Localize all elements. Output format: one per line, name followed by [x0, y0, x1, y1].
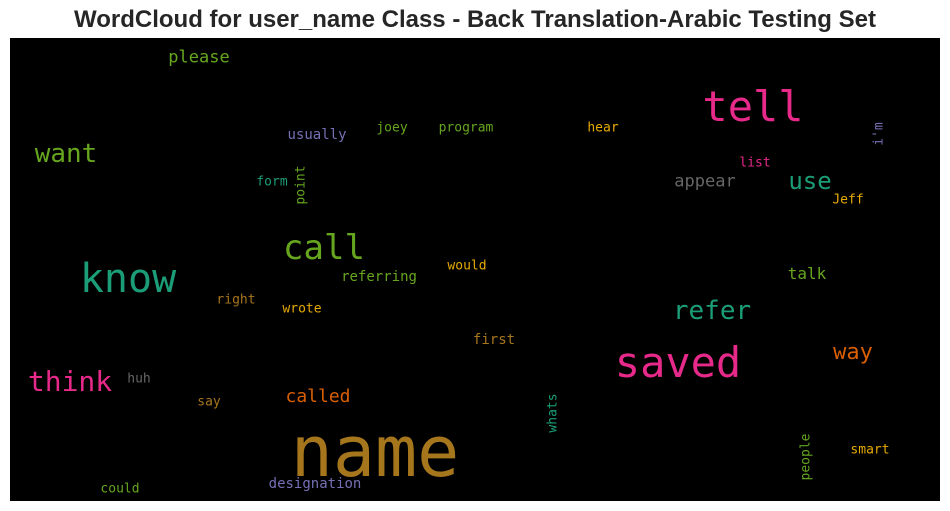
word-people: people [800, 434, 813, 481]
word-think: think [28, 368, 112, 396]
word-called: called [285, 388, 350, 406]
word-form: form [256, 176, 287, 189]
word-joey: joey [376, 122, 407, 135]
word-smart: smart [850, 444, 889, 457]
word-point: point [295, 165, 308, 204]
word-use: use [788, 169, 831, 193]
word-i-m: i'm [873, 122, 886, 145]
word-could: could [100, 483, 139, 496]
word-please: please [168, 50, 229, 67]
word-first: first [473, 333, 515, 347]
word-know: know [80, 259, 176, 299]
word-refer: refer [673, 298, 751, 324]
word-appear: appear [674, 174, 735, 191]
word-right: right [216, 294, 255, 307]
word-cloud: name tell saved know call think want refer use wa… [10, 38, 940, 501]
word-hear: hear [587, 122, 618, 135]
word-say: say [197, 396, 220, 409]
word-wrote: wrote [282, 303, 321, 316]
word-would: would [447, 260, 486, 273]
word-list: list [739, 157, 770, 170]
word-referring: referring [341, 270, 417, 284]
word-whats: whats [547, 393, 560, 432]
word-jeff: Jeff [832, 194, 863, 207]
word-tell: tell [702, 86, 803, 128]
word-usually: usually [287, 128, 346, 142]
word-program: program [439, 122, 494, 135]
word-way: way [833, 342, 873, 364]
word-designation: designation [269, 477, 362, 491]
word-want: want [35, 141, 98, 167]
word-talk: talk [788, 266, 827, 282]
word-huh: huh [127, 373, 150, 386]
word-call: call [283, 231, 365, 265]
chart-title: WordCloud for user_name Class - Back Tra… [0, 6, 950, 34]
word-saved: saved [615, 342, 741, 384]
